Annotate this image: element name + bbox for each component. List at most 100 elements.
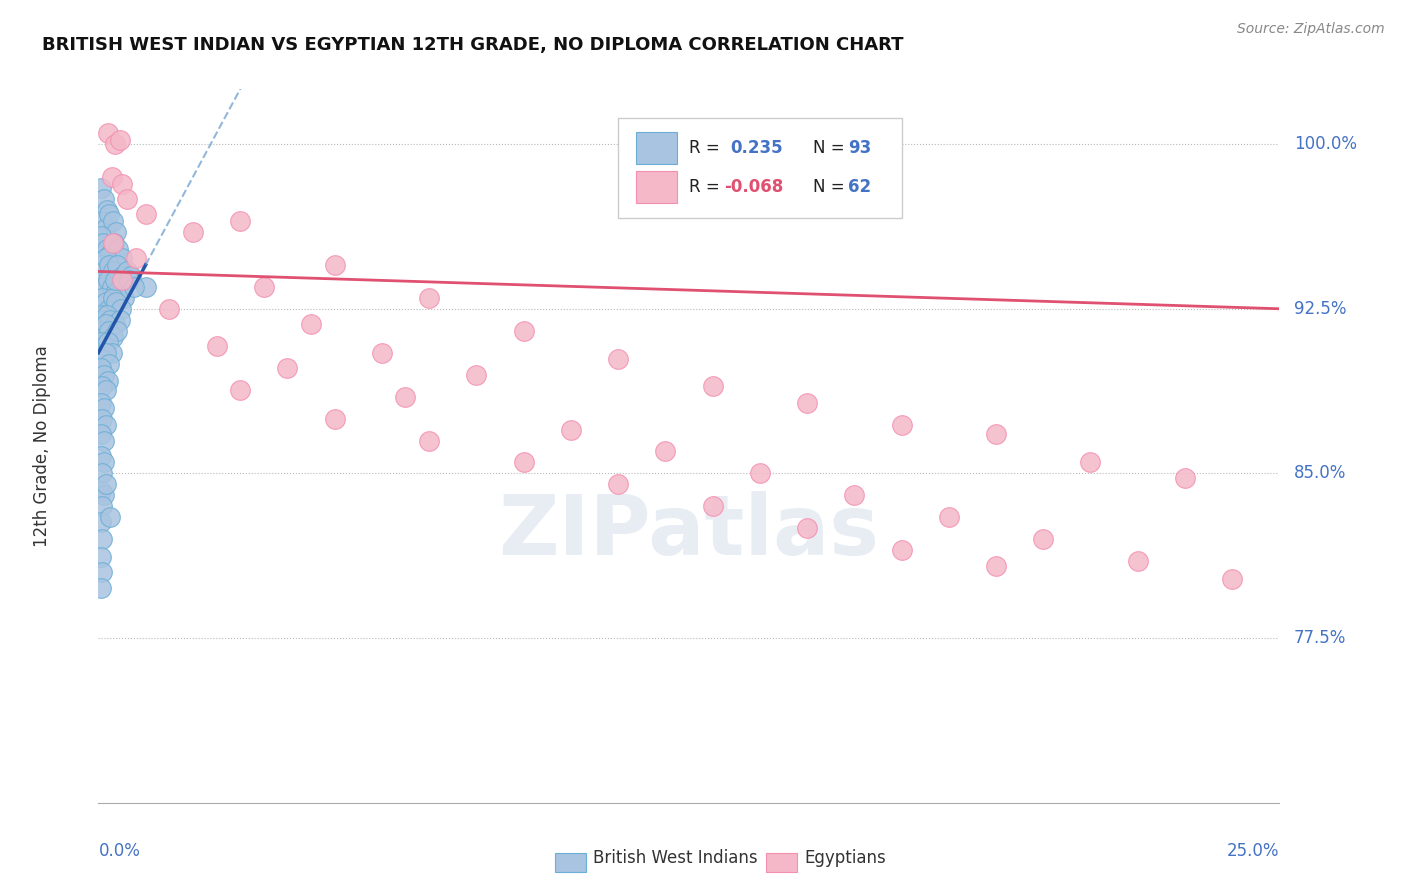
Point <box>323 258 346 272</box>
Bar <box>636 132 678 164</box>
Point <box>796 521 818 535</box>
Point <box>654 444 676 458</box>
Point <box>157 301 180 316</box>
Point <box>890 543 912 558</box>
Text: 0.235: 0.235 <box>730 139 783 157</box>
Point <box>181 225 204 239</box>
Point <box>96 243 118 257</box>
Point <box>512 455 534 469</box>
Point <box>104 273 127 287</box>
Point <box>96 202 118 217</box>
Text: 93: 93 <box>848 139 872 157</box>
Point <box>90 229 112 244</box>
Point <box>323 411 346 425</box>
Point <box>111 273 134 287</box>
Point <box>135 207 157 221</box>
Point <box>93 280 115 294</box>
Point <box>418 434 440 448</box>
Point <box>97 357 120 371</box>
Point <box>94 252 117 266</box>
Point <box>253 280 276 294</box>
Point <box>97 126 120 140</box>
Point <box>97 334 120 349</box>
Point <box>103 235 125 250</box>
Point <box>104 317 127 331</box>
Point <box>105 258 128 272</box>
Point <box>90 449 112 463</box>
Point <box>104 286 127 301</box>
Point <box>91 235 114 250</box>
Point <box>465 368 488 382</box>
Point <box>94 477 117 491</box>
Point <box>93 455 115 469</box>
Text: BRITISH WEST INDIAN VS EGYPTIAN 12TH GRADE, NO DIPLOMA CORRELATION CHART: BRITISH WEST INDIAN VS EGYPTIAN 12TH GRA… <box>42 36 903 54</box>
Point <box>371 345 394 359</box>
Point <box>607 352 630 367</box>
Point <box>97 324 120 338</box>
Point <box>108 312 131 326</box>
Point <box>101 264 124 278</box>
Text: 77.5%: 77.5% <box>1294 629 1346 647</box>
Point <box>104 137 127 152</box>
Text: 12th Grade, No Diploma: 12th Grade, No Diploma <box>32 345 51 547</box>
Point <box>93 401 115 415</box>
Text: 92.5%: 92.5% <box>1294 300 1346 318</box>
Point <box>115 264 138 278</box>
Point <box>110 301 132 316</box>
Point <box>97 374 120 388</box>
Point <box>90 515 112 529</box>
Point <box>91 500 114 514</box>
Point <box>748 467 770 481</box>
Point <box>702 378 724 392</box>
Point <box>91 258 114 272</box>
Point <box>135 280 157 294</box>
Point <box>125 252 148 266</box>
Text: 25.0%: 25.0% <box>1227 842 1279 860</box>
Point <box>91 324 114 338</box>
Point <box>101 291 124 305</box>
Point <box>90 426 112 441</box>
Point <box>90 549 112 564</box>
Point <box>91 378 114 392</box>
Point <box>91 312 114 326</box>
Point <box>394 390 416 404</box>
Point <box>90 361 112 376</box>
Point <box>118 273 141 287</box>
Point <box>108 280 131 294</box>
Text: Egyptians: Egyptians <box>804 849 886 867</box>
Point <box>112 291 135 305</box>
Point <box>418 291 440 305</box>
Point <box>93 339 115 353</box>
Point <box>844 488 866 502</box>
Point <box>205 339 228 353</box>
Text: ZIPatlas: ZIPatlas <box>499 491 879 572</box>
Point <box>984 426 1007 441</box>
Text: N =: N = <box>813 139 849 157</box>
Point <box>1126 554 1149 568</box>
Point <box>101 214 124 228</box>
Point <box>98 312 121 326</box>
Point <box>91 533 114 547</box>
Point <box>91 566 114 580</box>
Point <box>105 324 128 338</box>
Point <box>107 243 129 257</box>
Point <box>94 383 117 397</box>
Point <box>984 558 1007 573</box>
Bar <box>636 171 678 203</box>
Point <box>93 488 115 502</box>
Point <box>299 317 322 331</box>
Text: 100.0%: 100.0% <box>1294 135 1357 153</box>
Point <box>890 418 912 433</box>
Point <box>90 396 112 410</box>
Point <box>111 177 134 191</box>
Text: N =: N = <box>813 178 849 196</box>
Point <box>93 434 115 448</box>
Point <box>100 169 122 184</box>
Point <box>91 411 114 425</box>
Point <box>90 581 112 595</box>
Point <box>512 324 534 338</box>
Point <box>91 352 114 367</box>
Point <box>94 418 117 433</box>
Text: 85.0%: 85.0% <box>1294 465 1346 483</box>
Point <box>111 268 134 283</box>
